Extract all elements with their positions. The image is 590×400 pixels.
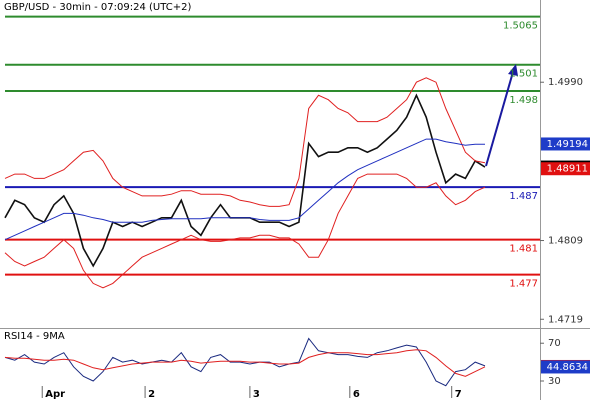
- series-line: [4, 77, 486, 207]
- series-line: [4, 337, 486, 387]
- level-label: 1.477: [509, 279, 538, 290]
- price-box: [541, 137, 590, 151]
- x-tick-label: 7: [455, 389, 462, 400]
- y-tick-label: 30: [548, 376, 561, 387]
- price-box: [541, 360, 590, 374]
- level-label: 1.5065: [503, 21, 538, 32]
- title-bg: [0, 0, 235, 14]
- series-line: [4, 349, 486, 377]
- y-tick-label: 1.4809: [548, 236, 583, 247]
- y-tick-label: 70: [548, 338, 561, 349]
- price-box-label: 1.49194: [547, 139, 588, 150]
- series-line: [4, 173, 486, 289]
- forecast-arrow: [485, 71, 514, 167]
- x-tick-label: 6: [353, 389, 360, 400]
- price-box: [541, 162, 590, 176]
- price-box-label: 1.48911: [547, 164, 588, 175]
- arrow-head: [508, 64, 518, 76]
- x-tick-label: Apr: [45, 389, 65, 400]
- level-label: 1.481: [509, 244, 538, 255]
- series-line: [4, 138, 485, 241]
- y-tick-label: 1.4990: [548, 77, 583, 88]
- price-box-label: 44.8634: [547, 362, 588, 373]
- x-tick-label: 3: [253, 389, 260, 400]
- y-tick-label: 1.4719: [548, 314, 583, 325]
- level-label: 1.487: [509, 191, 538, 202]
- x-tick-label: 2: [148, 389, 155, 400]
- level-label: 1.501: [509, 69, 538, 80]
- chart-title: GBP/USD - 30min - 07:09:24 (UTC+2): [4, 2, 191, 13]
- level-label: 1.498: [509, 95, 538, 106]
- rsi-title: RSI14 - 9MA: [4, 331, 65, 342]
